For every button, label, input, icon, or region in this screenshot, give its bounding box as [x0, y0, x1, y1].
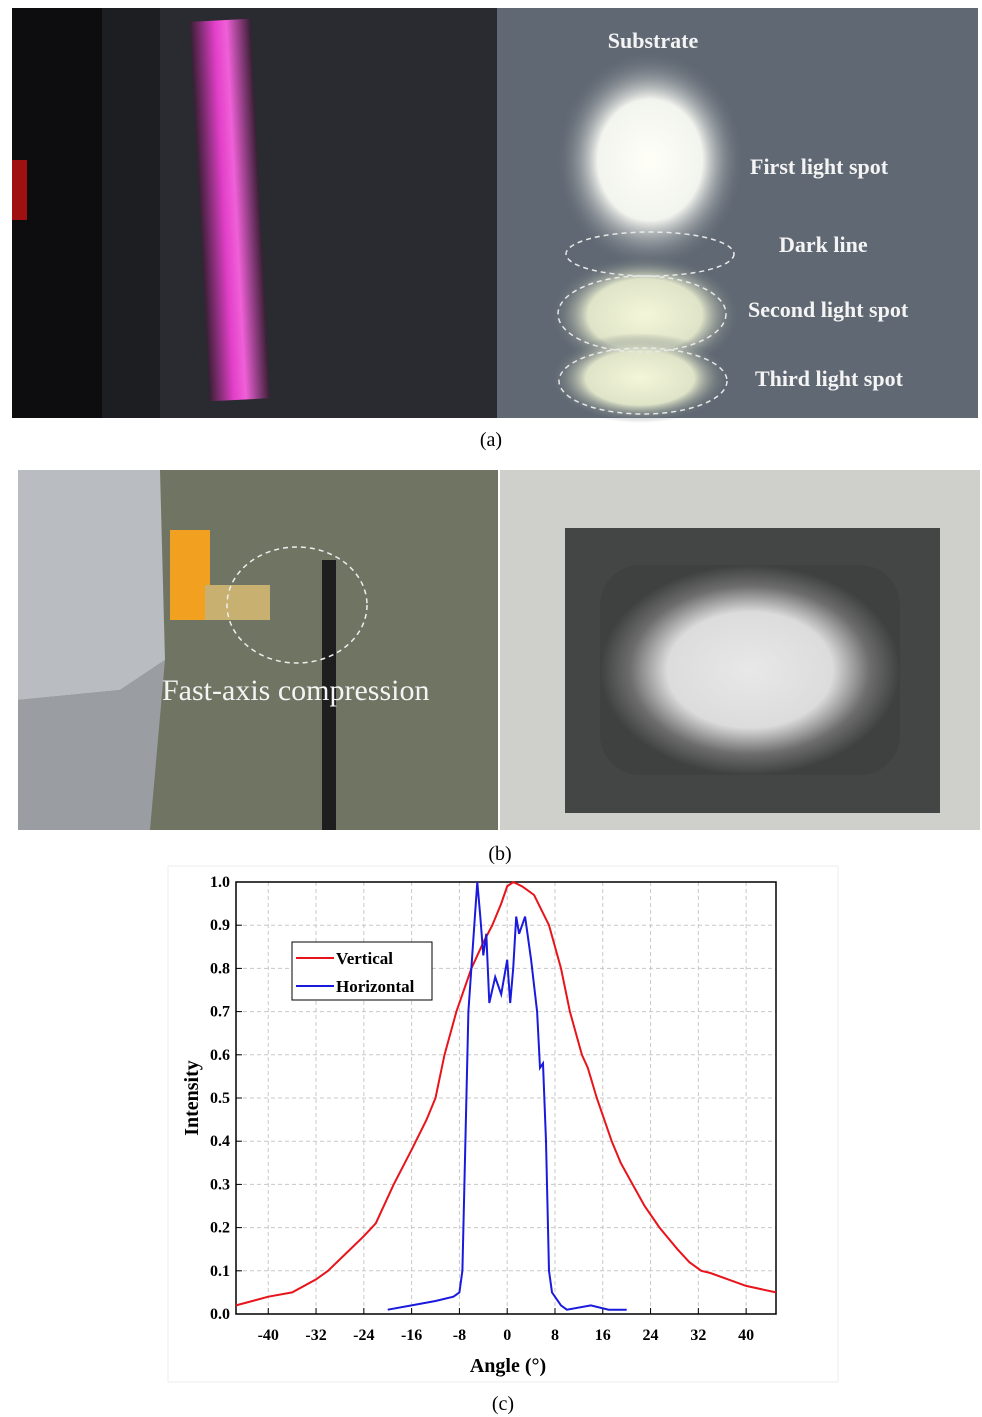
photo-label: Substrate [608, 28, 699, 53]
x-axis-label: Angle (°) [470, 1355, 546, 1377]
x-tick-label: 8 [551, 1327, 559, 1344]
y-tick-label: 0.3 [210, 1176, 230, 1193]
y-tick-label: 1.0 [210, 874, 230, 891]
caption: (b) [488, 843, 511, 865]
y-axis-label: Intensity [181, 1060, 203, 1136]
x-tick-label: -8 [453, 1327, 466, 1344]
y-tick-label: 0.1 [210, 1263, 230, 1280]
caption: (c) [492, 1393, 514, 1415]
y-tick-label: 0.9 [210, 917, 230, 934]
y-tick-label: 0.2 [210, 1220, 230, 1237]
panel-a: Substrate First light spot Dark line Sec… [12, 8, 978, 451]
x-tick-label: 40 [738, 1327, 754, 1344]
photo-label: Fast-axis compression [162, 674, 429, 707]
y-tick-label: 0.5 [210, 1090, 230, 1107]
y-tick-label: 0.6 [210, 1047, 230, 1064]
x-tick-label: -16 [401, 1327, 422, 1344]
x-tick-label: 32 [690, 1327, 706, 1344]
x-tick-label: -24 [353, 1327, 374, 1344]
figure: Substrate First light spot Dark line Sec… [0, 0, 982, 1417]
x-tick-label: 0 [503, 1327, 511, 1344]
y-tick-label: 0.7 [210, 1004, 230, 1021]
photo-label: Third light spot [755, 366, 904, 391]
photo-label: First light spot [750, 154, 889, 179]
photo-label: Dark line [779, 232, 868, 257]
legend-label: Horizontal [336, 977, 415, 996]
caption: (a) [480, 429, 502, 451]
y-tick-label: 0.4 [210, 1133, 230, 1150]
legend-label: Vertical [336, 949, 393, 968]
x-tick-label: 24 [643, 1327, 659, 1344]
y-tick-label: 0.0 [210, 1306, 230, 1323]
photo-label: Second light spot [748, 297, 909, 322]
x-tick-label: 16 [595, 1327, 611, 1344]
y-tick-label: 0.8 [210, 960, 230, 977]
panel-b: Fast-axis compression (b) [18, 470, 980, 865]
x-tick-label: -32 [305, 1327, 326, 1344]
x-tick-label: -40 [258, 1327, 279, 1344]
